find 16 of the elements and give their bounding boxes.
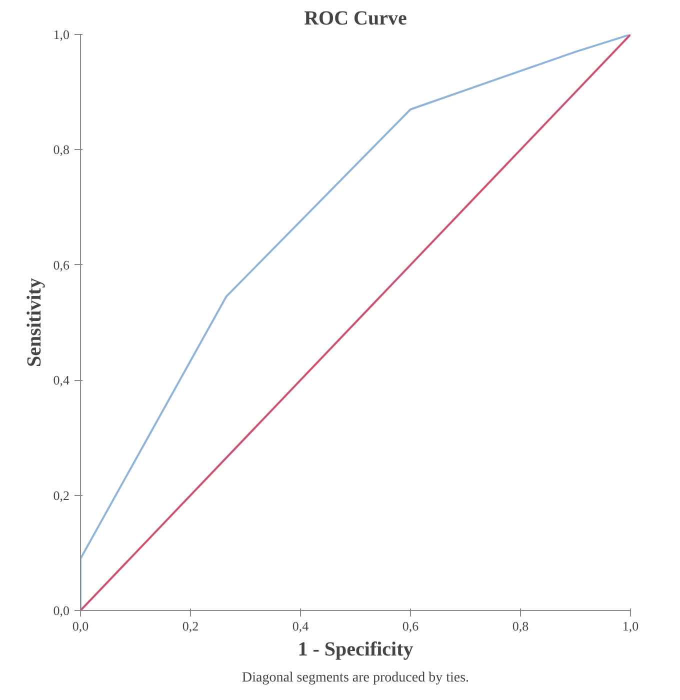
x-tick-label: 0,4 <box>292 618 310 634</box>
x-tick-label: 0,6 <box>402 618 420 634</box>
y-axis-title: Sensitivity <box>23 278 46 367</box>
text: Diagonal segments are produced by ties. <box>242 670 470 686</box>
x-tick-label: 1,0 <box>622 618 639 634</box>
y-tick-label: 0,0 <box>53 603 70 618</box>
y-tick-label: 1,0 <box>53 27 70 42</box>
x-tick-label: 0,8 <box>512 618 529 634</box>
x-axis-title: 1 - Specificity <box>298 638 414 660</box>
chart-title: ROC Curve <box>304 8 408 30</box>
x-tick-label: 0,2 <box>182 618 199 634</box>
y-tick-label: 0,8 <box>53 142 70 158</box>
x-tick-label: 0,0 <box>72 618 89 634</box>
y-tick-label: 0,6 <box>53 257 70 272</box>
y-tick-label: 0,4 <box>53 372 70 388</box>
y-tick-label: 0,2 <box>53 488 70 503</box>
